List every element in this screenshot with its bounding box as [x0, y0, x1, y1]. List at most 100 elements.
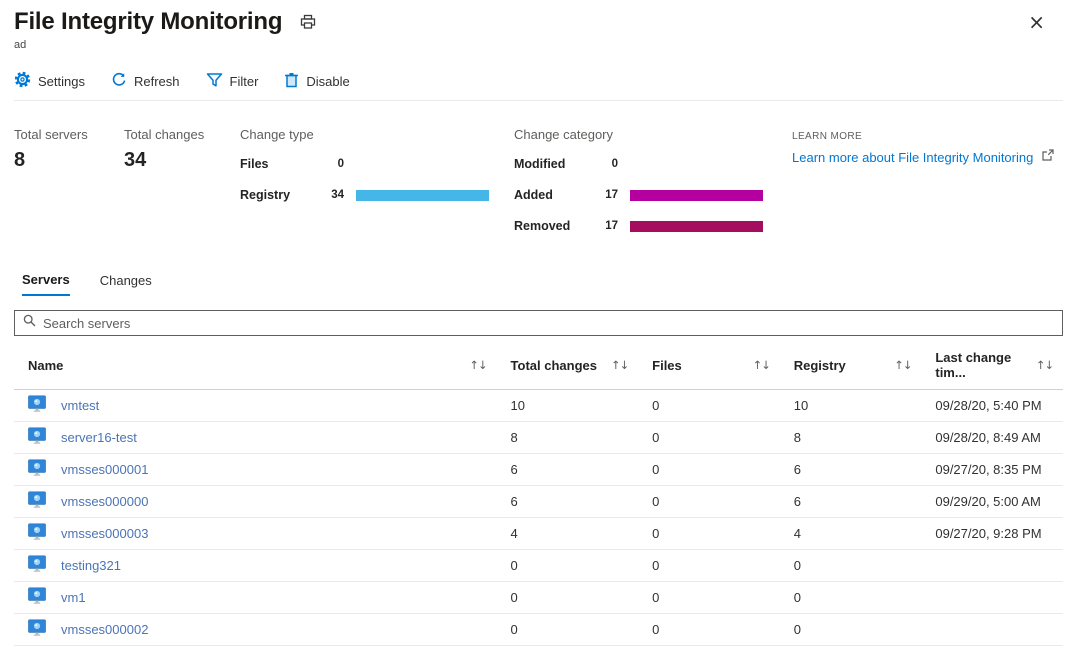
- command-bar: Settings Refresh Filter: [14, 67, 1063, 95]
- table-row[interactable]: vmtest 10 0 10 09/28/20, 5:40 PM: [14, 389, 1063, 422]
- server-name-link[interactable]: vmsses000003: [61, 526, 149, 541]
- change-type-title: Change type: [240, 127, 314, 142]
- trash-icon: [284, 72, 299, 91]
- registry-bar: [356, 189, 489, 201]
- total-changes-cell: 4: [496, 517, 639, 550]
- column-header-total-changes[interactable]: Total changes ↑↓: [496, 341, 639, 390]
- server-name-link[interactable]: vmsses000000: [61, 494, 149, 509]
- table-row[interactable]: vmsses000002 0 0 0: [14, 613, 1063, 646]
- disable-label: Disable: [306, 73, 350, 89]
- server-name-link[interactable]: server16-test: [61, 430, 137, 445]
- total-changes-cell: 6: [496, 485, 639, 518]
- server-monitor-icon: [28, 491, 46, 512]
- blade-subtitle: ad: [14, 39, 27, 51]
- close-icon[interactable]: ×: [1028, 10, 1045, 34]
- server-name-link[interactable]: vmsses000001: [61, 462, 149, 477]
- column-header-name[interactable]: Name ↑↓: [14, 341, 497, 390]
- table-row[interactable]: vm1 0 0 0: [14, 581, 1063, 614]
- change-type-row-files: Files 0: [240, 157, 344, 171]
- refresh-button[interactable]: Refresh: [111, 72, 180, 91]
- files-cell: 0: [638, 549, 780, 582]
- table-row[interactable]: testing321 0 0 0: [14, 549, 1063, 582]
- total-servers-value: 8: [14, 149, 26, 171]
- disable-button[interactable]: Disable: [284, 72, 350, 91]
- total-servers-label: Total servers: [14, 127, 88, 142]
- files-cell: 0: [638, 581, 780, 614]
- registry-cell: 0: [779, 581, 922, 614]
- last-change-time-cell: [921, 549, 1063, 582]
- total-changes-cell: 6: [496, 453, 639, 486]
- sort-icon: ↑↓: [1035, 358, 1054, 372]
- gear-icon: [14, 71, 31, 91]
- last-change-time-cell: [921, 613, 1063, 646]
- files-cell: 0: [638, 389, 780, 422]
- filter-button[interactable]: Filter: [206, 72, 259, 91]
- total-changes-label: Total changes: [124, 127, 205, 142]
- tab-bar: Servers Changes: [14, 272, 1063, 296]
- column-header-last-change-time[interactable]: Last change tim... ↑↓: [921, 341, 1063, 390]
- table-row[interactable]: vmsses000003 4 0 4 09/27/20, 9:28 PM: [14, 517, 1063, 550]
- total-changes-cell: 8: [496, 421, 639, 454]
- settings-button[interactable]: Settings: [14, 71, 85, 91]
- registry-cell: 0: [779, 549, 922, 582]
- search-box[interactable]: [14, 310, 1063, 336]
- server-name-link[interactable]: vmtest: [61, 398, 100, 413]
- files-cell: 0: [638, 613, 780, 646]
- last-change-time-cell: 09/28/20, 8:49 AM: [921, 421, 1063, 454]
- server-monitor-icon: [28, 619, 46, 640]
- learn-more-link[interactable]: Learn more about File Integrity Monitori…: [792, 149, 1034, 165]
- tab-servers[interactable]: Servers: [22, 272, 70, 296]
- print-icon[interactable]: [300, 14, 316, 35]
- server-name-link[interactable]: vmsses000002: [61, 622, 149, 637]
- server-monitor-icon: [28, 459, 46, 480]
- server-monitor-icon: [28, 587, 46, 608]
- registry-cell: 6: [779, 485, 922, 518]
- server-monitor-icon: [28, 395, 46, 416]
- learn-more-eyebrow: LEARN MORE: [792, 131, 863, 142]
- removed-bar: [630, 220, 763, 232]
- files-cell: 0: [638, 517, 780, 550]
- server-name-link[interactable]: testing321: [61, 558, 121, 573]
- external-link-icon: [1042, 148, 1054, 166]
- column-header-files[interactable]: Files ↑↓: [638, 341, 780, 390]
- server-name-link[interactable]: vm1: [61, 590, 86, 605]
- files-cell: 0: [638, 485, 780, 518]
- table-row[interactable]: vmsses000000 6 0 6 09/29/20, 5:00 AM: [14, 485, 1063, 518]
- page-title: File Integrity Monitoring: [14, 8, 283, 35]
- total-changes-cell: 0: [496, 613, 639, 646]
- table-row[interactable]: vmsses000001 6 0 6 09/27/20, 8:35 PM: [14, 453, 1063, 486]
- server-table-body: vmtest 10 0 10 09/28/20, 5:40 PM server1: [14, 389, 1063, 646]
- change-category-row-removed: Removed 17: [514, 216, 790, 236]
- sort-icon: ↑↓: [894, 358, 912, 372]
- added-bar: [630, 189, 763, 201]
- search-input[interactable]: [43, 315, 1054, 331]
- total-changes-cell: 0: [496, 549, 639, 582]
- registry-cell: 4: [779, 517, 922, 550]
- change-category-chart: Change category Modified 0 Added 17 Remo…: [514, 127, 790, 247]
- blade-header: File Integrity Monitoring ×: [14, 6, 1063, 38]
- registry-cell: 10: [779, 389, 922, 422]
- servers-table: Name ↑↓ Total changes ↑↓ Files ↑↓ Registry ↑…: [14, 341, 1063, 646]
- search-icon: [23, 314, 36, 332]
- registry-cell: 0: [779, 613, 922, 646]
- last-change-time-cell: 09/28/20, 5:40 PM: [921, 389, 1063, 422]
- toolbar-divider: [14, 100, 1063, 101]
- column-header-registry[interactable]: Registry ↑↓: [779, 341, 922, 390]
- sort-icon: ↑↓: [610, 358, 629, 372]
- table-row[interactable]: server16-test 8 0 8 09/28/20, 8:49 AM: [14, 421, 1063, 454]
- sort-icon: ↑↓: [752, 358, 770, 372]
- files-cell: 0: [638, 453, 780, 486]
- tab-changes[interactable]: Changes: [100, 272, 152, 296]
- files-cell: 0: [638, 421, 780, 454]
- refresh-label: Refresh: [133, 73, 180, 89]
- last-change-time-cell: 09/27/20, 9:28 PM: [921, 517, 1063, 550]
- change-type-chart: Change type Files 0 Registry 34: [240, 127, 514, 247]
- last-change-time-cell: 09/29/20, 5:00 AM: [921, 485, 1063, 518]
- learn-more-block: LEARN MORE Learn more about File Integri…: [792, 127, 1054, 247]
- settings-label: Settings: [38, 73, 85, 89]
- registry-cell: 6: [779, 453, 922, 486]
- filter-label: Filter: [229, 73, 259, 89]
- server-monitor-icon: [28, 427, 46, 448]
- sort-icon: ↑↓: [469, 358, 487, 372]
- file-integrity-monitoring-blade: File Integrity Monitoring × ad Settings: [14, 6, 1063, 646]
